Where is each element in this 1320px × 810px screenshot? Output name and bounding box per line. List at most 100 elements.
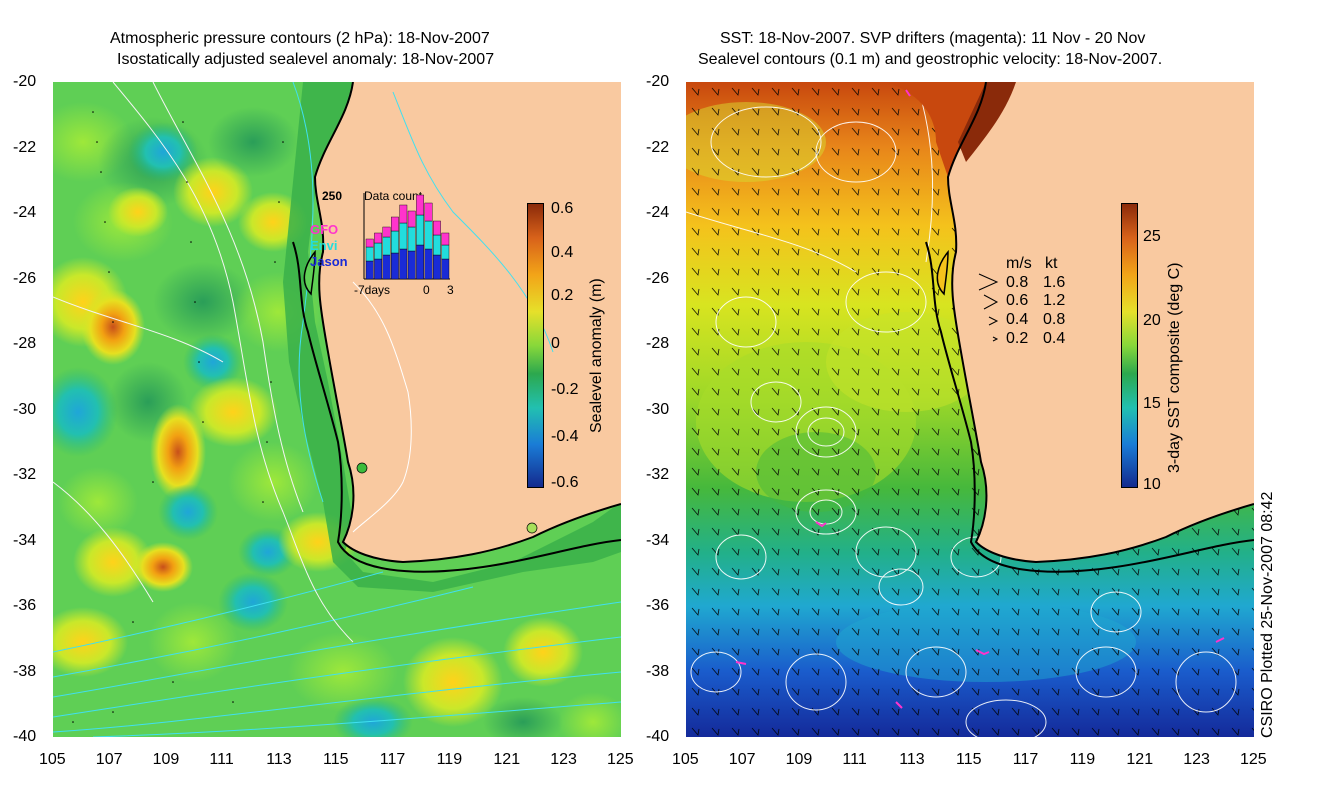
lon-tick-label: 107 xyxy=(95,751,123,768)
lon-tick-label: 111 xyxy=(209,751,234,768)
lat-tick-label: -22 xyxy=(13,138,37,156)
inset-title: Data count xyxy=(364,189,423,203)
inset-bar-segment xyxy=(416,244,425,280)
inset-xlabel-start: -7days xyxy=(354,283,391,297)
left-map-svg xyxy=(53,82,621,737)
lat-tick-label: -26 xyxy=(646,269,670,287)
lon-tick-label: 117 xyxy=(1012,751,1039,768)
inset-bar-segment xyxy=(441,232,450,246)
credit-label: CSIRO Plotted 25-Nov-2007 08:42 xyxy=(1259,491,1276,738)
inset-bar-segment xyxy=(424,248,433,280)
inset-bar-segment xyxy=(391,216,399,232)
inset-bar-segment xyxy=(432,234,441,256)
inset-bar-segment xyxy=(424,202,433,222)
inset-bar-segment xyxy=(365,260,374,280)
inset-ymax-label: 250 xyxy=(322,189,343,203)
right-title-line2: Sealevel contours (0.1 m) and geostrophi… xyxy=(698,51,1163,68)
right-title-line1: SST: 18-Nov-2007. SVP drifters (magenta)… xyxy=(720,30,1146,47)
right-map-svg xyxy=(686,82,1254,737)
lat-tick-label: -36 xyxy=(13,597,37,614)
velocity-legend-ms: 0.2 xyxy=(1006,330,1029,347)
left-cb-tick: 0.4 xyxy=(551,244,574,261)
coastline-left xyxy=(313,82,621,564)
lon-tick-label: 113 xyxy=(266,751,292,768)
left-colorbar xyxy=(527,203,544,488)
velocity-legend-ms: 0.4 xyxy=(1006,311,1029,328)
lat-tick-label: -40 xyxy=(646,728,670,745)
inset-bar-segment xyxy=(382,236,391,256)
land-left xyxy=(315,82,621,562)
lon-tick-label: 121 xyxy=(493,751,521,768)
data-count-inset: 250 Data count GFO Envi Jason -7days 0 3 xyxy=(310,185,460,297)
land-right xyxy=(948,82,1254,562)
right-colorbar xyxy=(1121,203,1138,488)
lon-tick-label: 123 xyxy=(550,751,577,768)
right-map xyxy=(686,82,1254,737)
lat-tick-label: -20 xyxy=(13,73,37,90)
left-cb-tick: 0.2 xyxy=(551,287,574,304)
lon-tick-label: 117 xyxy=(379,751,406,768)
inset-bar-segment xyxy=(407,210,416,228)
lon-tick-label: 107 xyxy=(728,751,756,768)
lat-tick-label: -34 xyxy=(13,531,37,549)
inset-bar-segment xyxy=(407,226,416,252)
lon-tick-label: 109 xyxy=(785,751,813,768)
lat-tick-label: -24 xyxy=(646,204,670,221)
lat-tick-label: -28 xyxy=(13,335,37,352)
lon-tick-label: 109 xyxy=(152,751,180,768)
inset-bar-segment xyxy=(416,194,425,216)
left-cb-tick: -0.4 xyxy=(551,428,579,445)
inset-bar-segment xyxy=(399,204,408,224)
lon-tick-label: 123 xyxy=(1183,751,1210,768)
velocity-legend-kt: 0.4 xyxy=(1043,330,1066,347)
inset-bar-segment xyxy=(391,230,399,254)
inset-bar-segment xyxy=(441,244,450,260)
tide-gauge-marker xyxy=(356,462,368,474)
left-title-line2: Isostatically adjusted sealevel anomaly:… xyxy=(117,51,495,68)
inset-bar-segment xyxy=(374,232,382,244)
left-cb-tick: -0.6 xyxy=(551,474,579,491)
left-map xyxy=(53,82,621,737)
lon-tick-label: 119 xyxy=(1069,751,1096,768)
inset-bar-segment xyxy=(374,242,382,260)
lat-tick-label: -26 xyxy=(13,269,37,287)
inset-bar-segment xyxy=(432,220,441,236)
inset-legend-envi: Envi xyxy=(310,238,338,253)
lat-tick-label: -32 xyxy=(13,466,37,483)
inset-xlabel-zero: 0 xyxy=(423,283,430,297)
lat-tick-label: -32 xyxy=(646,466,670,483)
inset-bar-segment xyxy=(382,226,391,238)
velocity-legend-ms: 0.8 xyxy=(1006,274,1029,291)
lon-tick-label: 125 xyxy=(607,751,634,768)
inset-bar-segment xyxy=(441,258,450,280)
coastline-right xyxy=(946,82,1254,564)
inset-bar-segment xyxy=(382,254,391,280)
left-colorbar-label: Sealevel anomaly (m) xyxy=(588,278,605,433)
lon-tick-label: 105 xyxy=(39,751,66,768)
inset-bar-segment xyxy=(399,248,408,280)
lat-tick-label: -30 xyxy=(646,400,670,418)
lon-tick-label: 121 xyxy=(1126,751,1154,768)
lon-tick-label: 115 xyxy=(956,751,982,768)
inset-bar-segment xyxy=(365,238,374,248)
lon-tick-label: 113 xyxy=(899,751,925,768)
sealevel-contours xyxy=(53,82,354,643)
inset-bar-segment xyxy=(391,252,399,280)
lat-tick-label: -22 xyxy=(646,138,670,156)
lon-tick-label: 105 xyxy=(672,751,699,768)
right-cb-tick: 20 xyxy=(1143,312,1161,329)
right-cb-tick: 25 xyxy=(1143,228,1161,245)
velocity-legend-header-kt: kt xyxy=(1045,255,1058,272)
lat-tick-label: -28 xyxy=(646,335,670,352)
lon-tick-label: 119 xyxy=(436,751,463,768)
lon-tick-label: 125 xyxy=(1240,751,1267,768)
lat-tick-label: -38 xyxy=(13,662,37,680)
inset-bar-segment xyxy=(374,258,382,280)
velocity-legend-kt: 1.2 xyxy=(1043,292,1066,309)
left-cb-tick: -0.2 xyxy=(551,381,579,398)
left-cb-tick: 0 xyxy=(551,335,560,352)
inset-legend-jason: Jason xyxy=(310,254,348,269)
right-colorbar-label: 3-day SST composite (deg C) xyxy=(1166,262,1183,473)
inset-bar-segment xyxy=(399,222,408,250)
lon-tick-label: 111 xyxy=(842,751,867,768)
